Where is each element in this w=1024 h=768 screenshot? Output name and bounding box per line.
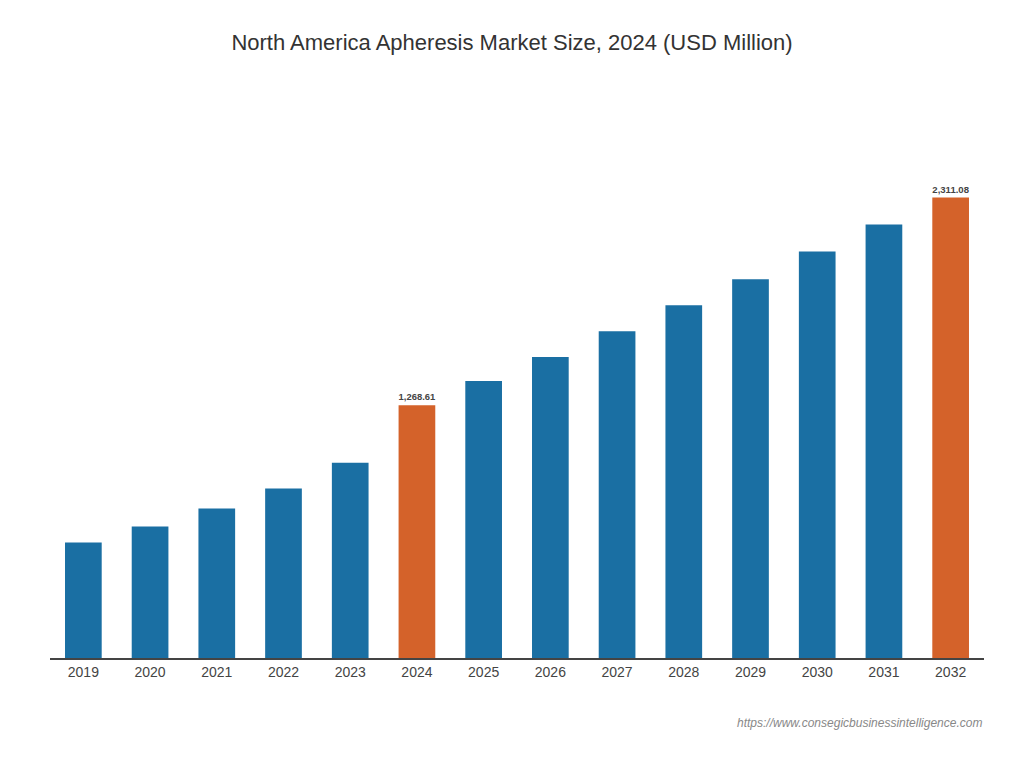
svg-text:2021: 2021 [201, 664, 232, 680]
svg-text:2022: 2022 [268, 664, 299, 680]
svg-text:2024: 2024 [401, 664, 432, 680]
svg-text:1,268.61: 1,268.61 [399, 391, 436, 402]
svg-text:2025: 2025 [468, 664, 499, 680]
svg-text:2027: 2027 [601, 664, 632, 680]
svg-text:2020: 2020 [134, 664, 165, 680]
svg-text:2019: 2019 [68, 664, 99, 680]
svg-text:2023: 2023 [335, 664, 366, 680]
svg-text:2032: 2032 [935, 664, 966, 680]
svg-text:2030: 2030 [802, 664, 833, 680]
svg-text:https://www.consegicbusinessin: https://www.consegicbusinessintelligence… [737, 716, 982, 730]
svg-text:2028: 2028 [668, 664, 699, 680]
svg-text:2031: 2031 [868, 664, 899, 680]
svg-text:2029: 2029 [735, 664, 766, 680]
svg-text:2026: 2026 [535, 664, 566, 680]
svg-text:2,311.08: 2,311.08 [932, 184, 969, 195]
svg-text:North America Apheresis Market: North America Apheresis Market Size, 202… [231, 30, 792, 55]
